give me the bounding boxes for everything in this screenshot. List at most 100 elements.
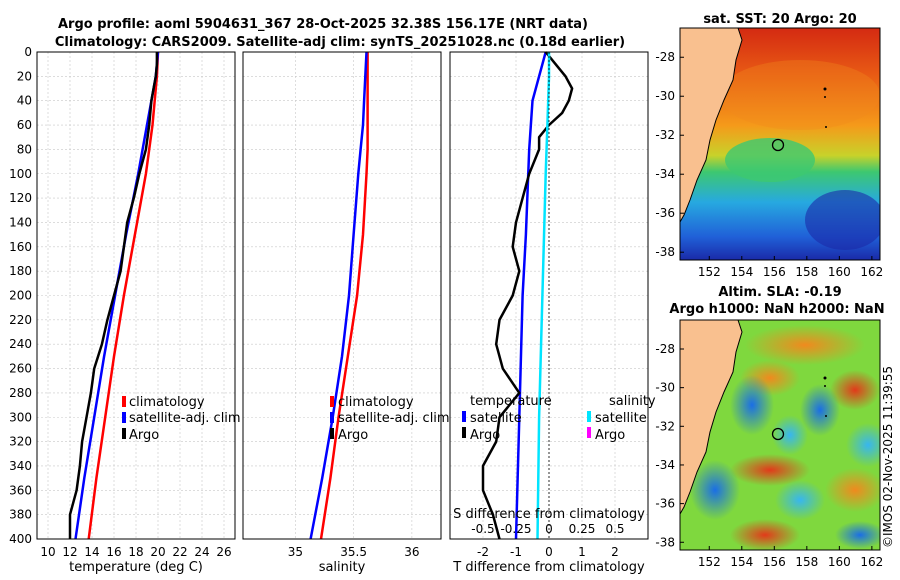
sla-patch-8 (730, 454, 810, 486)
y-tick-label: 200 (9, 289, 32, 303)
temperature-axes-box (36, 51, 236, 540)
diff-legend-label-sal-argo: Argo (595, 428, 625, 443)
series-line-climatology (319, 52, 369, 540)
sst-island-1 (823, 87, 827, 91)
sla-island-2 (824, 385, 826, 387)
y-tick-label: 280 (9, 386, 32, 400)
salinity-difference-label: S difference from climatology (453, 507, 645, 522)
diff-legend-label-temp-satellite: satellite (470, 411, 522, 426)
series-line-temperature-argo (481, 51, 574, 540)
map-lon-label: 160 (828, 555, 851, 569)
series-line-climatology (87, 51, 160, 540)
temperature-x-label: temperature (deg C) (69, 560, 203, 575)
map-lat-label: -30 (655, 89, 675, 103)
map-lat-label: -36 (655, 497, 675, 511)
y-tick-label: 360 (9, 483, 32, 497)
sla-lon-ticks: 152 154 156 158 160 162 (698, 546, 883, 569)
x-tick-label: 20 (150, 545, 165, 559)
y-tick-label: 220 (9, 313, 32, 327)
x-tick-label: 24 (194, 545, 209, 559)
imos-timestamp: ©IMOS 02-Nov-2025 11:39:55 (881, 366, 895, 548)
y-tick-label: 160 (9, 240, 32, 254)
sla-map-title-2: Argo h1000: NaN h2000: NaN (669, 302, 884, 317)
sal-legend-label-argo: Argo (338, 428, 368, 443)
sal-diff-tick-label: -0.5 (471, 522, 494, 536)
salinity-axes-box (242, 51, 442, 540)
figure-title-line2: Climatology: CARS2009. Satellite-adj cli… (55, 35, 625, 50)
x-tick-label: 16 (106, 545, 121, 559)
legend-title-temperature: temperature (470, 394, 552, 409)
sst-float-marker (771, 138, 785, 152)
temperature-panel: 10 12 14 16 18 20 22 24 26 0 20 40 60 80 100 120 140 160… (9, 45, 241, 575)
y-tick-label: 0 (24, 45, 32, 59)
legend-label-satellite: satellite-adj. clim (129, 411, 241, 426)
sal-legend-swatch-satellite (330, 412, 334, 423)
sla-map-panel: Altim. SLA: -0.19 Argo h1000: NaN h2000:… (655, 285, 884, 569)
map-lat-label: -36 (655, 206, 675, 220)
diff-legend-swatch-temp-argo (462, 427, 466, 438)
x-tick-label: 0 (545, 545, 553, 559)
y-tick-label: 80 (17, 142, 32, 156)
x-tick-label: -1 (510, 545, 522, 559)
sal-legend-label-climatology: climatology (338, 395, 414, 410)
y-tick-label: 340 (9, 459, 32, 473)
map-lon-label: 156 (763, 555, 786, 569)
map-lat-label: -28 (655, 50, 675, 64)
sla-island-1 (823, 376, 827, 380)
sla-coastline (680, 320, 743, 515)
x-tick-label: 10 (40, 545, 55, 559)
series-line-argo (68, 52, 159, 539)
diff-legend-label-temp-argo: Argo (470, 428, 500, 443)
diff-legend-swatch-sal-argo (587, 427, 591, 438)
salinity-difference-ticks: -0.5 -0.25 0 0.25 0.5 (471, 522, 624, 536)
map-lat-label: -34 (655, 458, 675, 472)
difference-x-ticks: -2 -1 0 1 2 (477, 545, 619, 559)
x-tick-label: 1 (578, 545, 586, 559)
temperature-legend: climatology satellite-adj. clim Argo (122, 395, 241, 443)
sla-map-image (680, 320, 880, 550)
sla-patch-3 (830, 370, 880, 410)
x-tick-label: 22 (172, 545, 187, 559)
legend-title-salinity: salinity (609, 394, 656, 409)
sst-map-title: sat. SST: 20 Argo: 20 (703, 12, 856, 27)
difference-legend: temperature salinity satellite Argo sate… (462, 394, 656, 443)
sst-lon-ticks: 152 154 156 158 160 162 (698, 256, 883, 279)
map-lat-label: -38 (655, 535, 675, 549)
sla-patch-6 (772, 415, 808, 455)
sal-legend-swatch-argo (330, 428, 334, 439)
x-tick-label: 14 (84, 545, 99, 559)
sst-cold-patch (805, 190, 880, 250)
sal-diff-tick-label: 0.5 (605, 522, 624, 536)
series-line-temperature-satellite (514, 51, 547, 540)
sst-map-image (680, 28, 880, 260)
diff-legend-swatch-temp-satellite (462, 411, 466, 422)
y-tick-label: 400 (9, 532, 32, 546)
legend-swatch-satellite (122, 412, 126, 423)
sst-island-2 (824, 96, 826, 98)
sal-diff-tick-label: 0 (545, 522, 553, 536)
series-line-satellite-adj-clim (309, 51, 368, 540)
y-tick-label: 40 (17, 94, 32, 108)
sal-legend-label-satellite: satellite-adj. clim (338, 411, 450, 426)
x-tick-label: 26 (216, 545, 231, 559)
map-lon-label: 154 (730, 555, 753, 569)
map-lon-label: 162 (860, 555, 883, 569)
sla-patch-1 (745, 325, 865, 365)
y-tick-label: 240 (9, 337, 32, 351)
sla-patch-10 (775, 480, 825, 520)
diff-legend-label-sal-satellite: satellite (595, 411, 647, 426)
temperature-difference-label: T difference from climatology (452, 560, 645, 575)
map-lat-label: -32 (655, 128, 675, 142)
salinity-x-label: salinity (319, 560, 366, 575)
sla-float-marker (771, 427, 785, 441)
x-tick-label: 35.5 (340, 545, 367, 559)
map-lon-label: 152 (698, 265, 721, 279)
y-tick-label: 180 (9, 264, 32, 278)
sla-patch-5 (800, 384, 840, 436)
sal-diff-tick-label: 0.25 (569, 522, 596, 536)
map-lon-label: 156 (763, 265, 786, 279)
sst-eddy-green (725, 138, 815, 182)
sst-lat-ticks: -28 -30 -32 -34 -36 -38 (655, 50, 684, 259)
sst-land (680, 28, 742, 222)
